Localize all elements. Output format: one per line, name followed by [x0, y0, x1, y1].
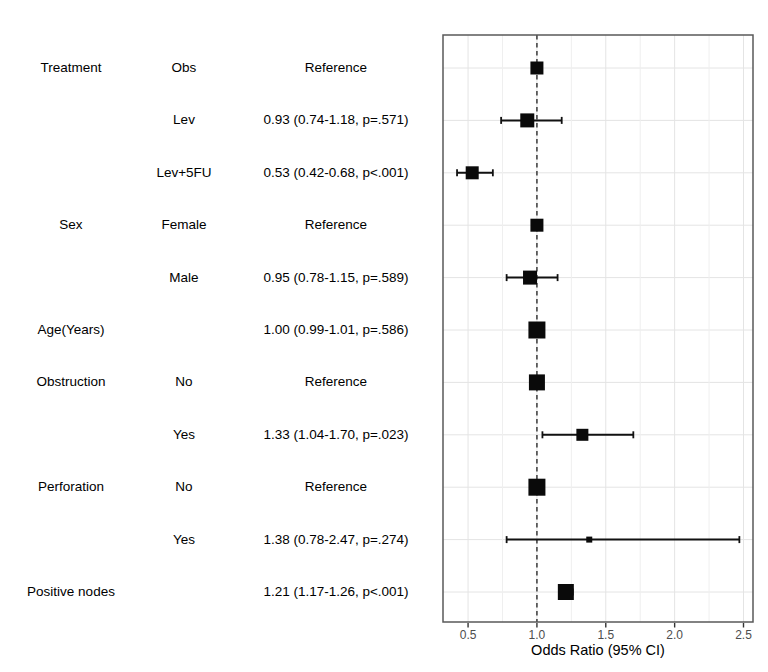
or-square [528, 479, 545, 496]
or-square [530, 62, 543, 75]
or-square [576, 429, 588, 441]
or-square [529, 374, 545, 390]
or-square [520, 113, 534, 127]
forest-plot-panel: 0.5 1.0 1.5 2.0 2.5 Odds Ratio (95% CI) [0, 0, 768, 672]
panel-border [443, 35, 753, 622]
or-square [530, 219, 543, 232]
x-axis-tick-label: 2.5 [735, 628, 752, 642]
forest-plot-figure: Treatment Obs Reference Lev 0.93 (0.74-1… [0, 0, 768, 672]
x-axis-tick-label: 0.5 [460, 628, 477, 642]
or-square [523, 271, 537, 285]
or-square [558, 584, 574, 600]
x-axis-tick-label: 1.5 [597, 628, 614, 642]
or-square [586, 537, 592, 543]
or-square [528, 322, 545, 339]
x-axis-tick-label: 2.0 [666, 628, 683, 642]
x-axis-tick-label: 1.0 [529, 628, 546, 642]
x-axis-title: Odds Ratio (95% CI) [531, 642, 665, 658]
or-square [466, 166, 479, 179]
